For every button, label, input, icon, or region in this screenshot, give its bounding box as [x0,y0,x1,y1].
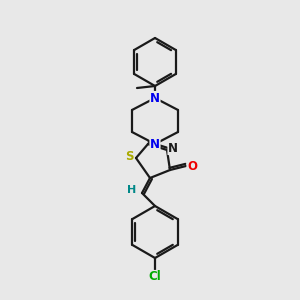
Text: N: N [150,137,160,151]
Text: N: N [150,92,160,104]
Text: H: H [128,185,136,195]
Text: Cl: Cl [148,271,161,284]
Text: S: S [125,151,133,164]
Text: O: O [187,160,197,172]
Text: N: N [168,142,178,154]
